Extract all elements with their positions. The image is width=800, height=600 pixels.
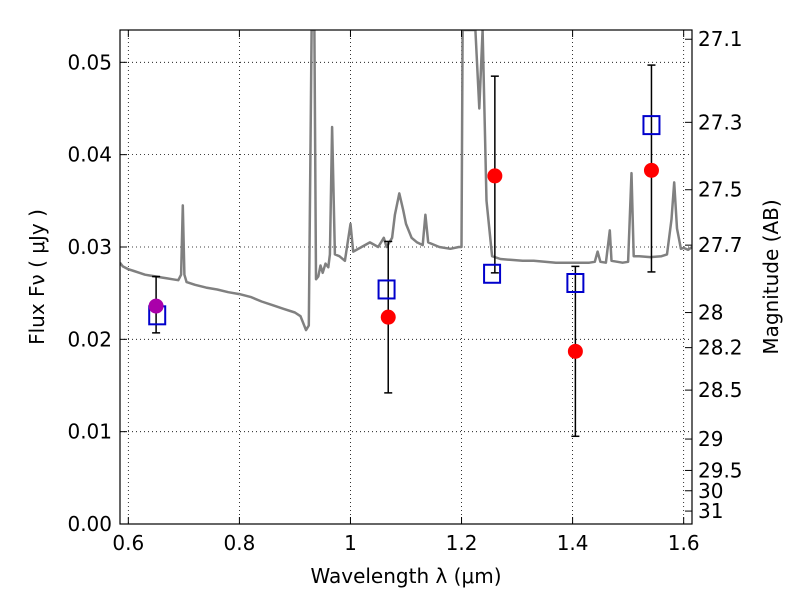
marker-layer [148,64,661,438]
mag-tick-label: 31 [698,499,723,523]
mag-tick-label: 27.7 [698,233,743,257]
data-point [487,168,503,184]
x-tick-label: 1.4 [557,531,589,555]
data-point [567,343,583,359]
spectrum-line [120,30,692,332]
data-point [380,309,396,325]
model-flux-square [642,115,661,136]
x-tick-label: 0.8 [223,531,255,555]
x-tick-label: 0.6 [112,531,144,555]
x-tick-label: 1.6 [668,531,700,555]
model-flux-square [377,279,396,300]
y-tick-label: 0.02 [67,327,112,351]
mag-tick-label: 28 [698,301,723,325]
y-tick-label: 0.03 [67,235,112,259]
mag-tick-label: 28.2 [698,336,743,360]
data-point [643,162,659,178]
grid [120,30,692,525]
x-axis-label: Wavelength λ (μm) [310,564,501,588]
y-tick-label: 0.00 [67,512,112,536]
y2-axis-label: Magnitude (AB) [759,199,783,354]
x-tick-label: 1 [344,531,357,555]
mag-tick-label: 29 [698,427,723,451]
y-tick-label: 0.01 [67,420,112,444]
mag-tick-label: 30 [698,479,723,503]
model-flux-square [566,273,585,294]
y-tick-label: 0.04 [67,143,112,167]
tick-layer: 0.6 0.8 1 1.2 1.4 1.6 0.00 0.01 0.02 0.03 0.04 0.05… [67,27,742,555]
mag-tick-label: 27.1 [698,27,743,51]
model-flux-square [483,263,502,284]
mag-tick-label: 29.5 [698,458,743,482]
plot-area [120,30,692,332]
plot-frame [119,29,693,525]
optical-data-point [148,298,164,314]
x-tick-label: 1.2 [446,531,478,555]
mag-tick-label: 27.3 [698,110,743,134]
mag-tick-label: 27.5 [698,178,743,202]
y-axis-label: Flux Fν ( μJy ) [25,209,49,345]
mag-tick-label: 28.5 [698,378,743,402]
y-tick-label: 0.05 [67,50,112,74]
